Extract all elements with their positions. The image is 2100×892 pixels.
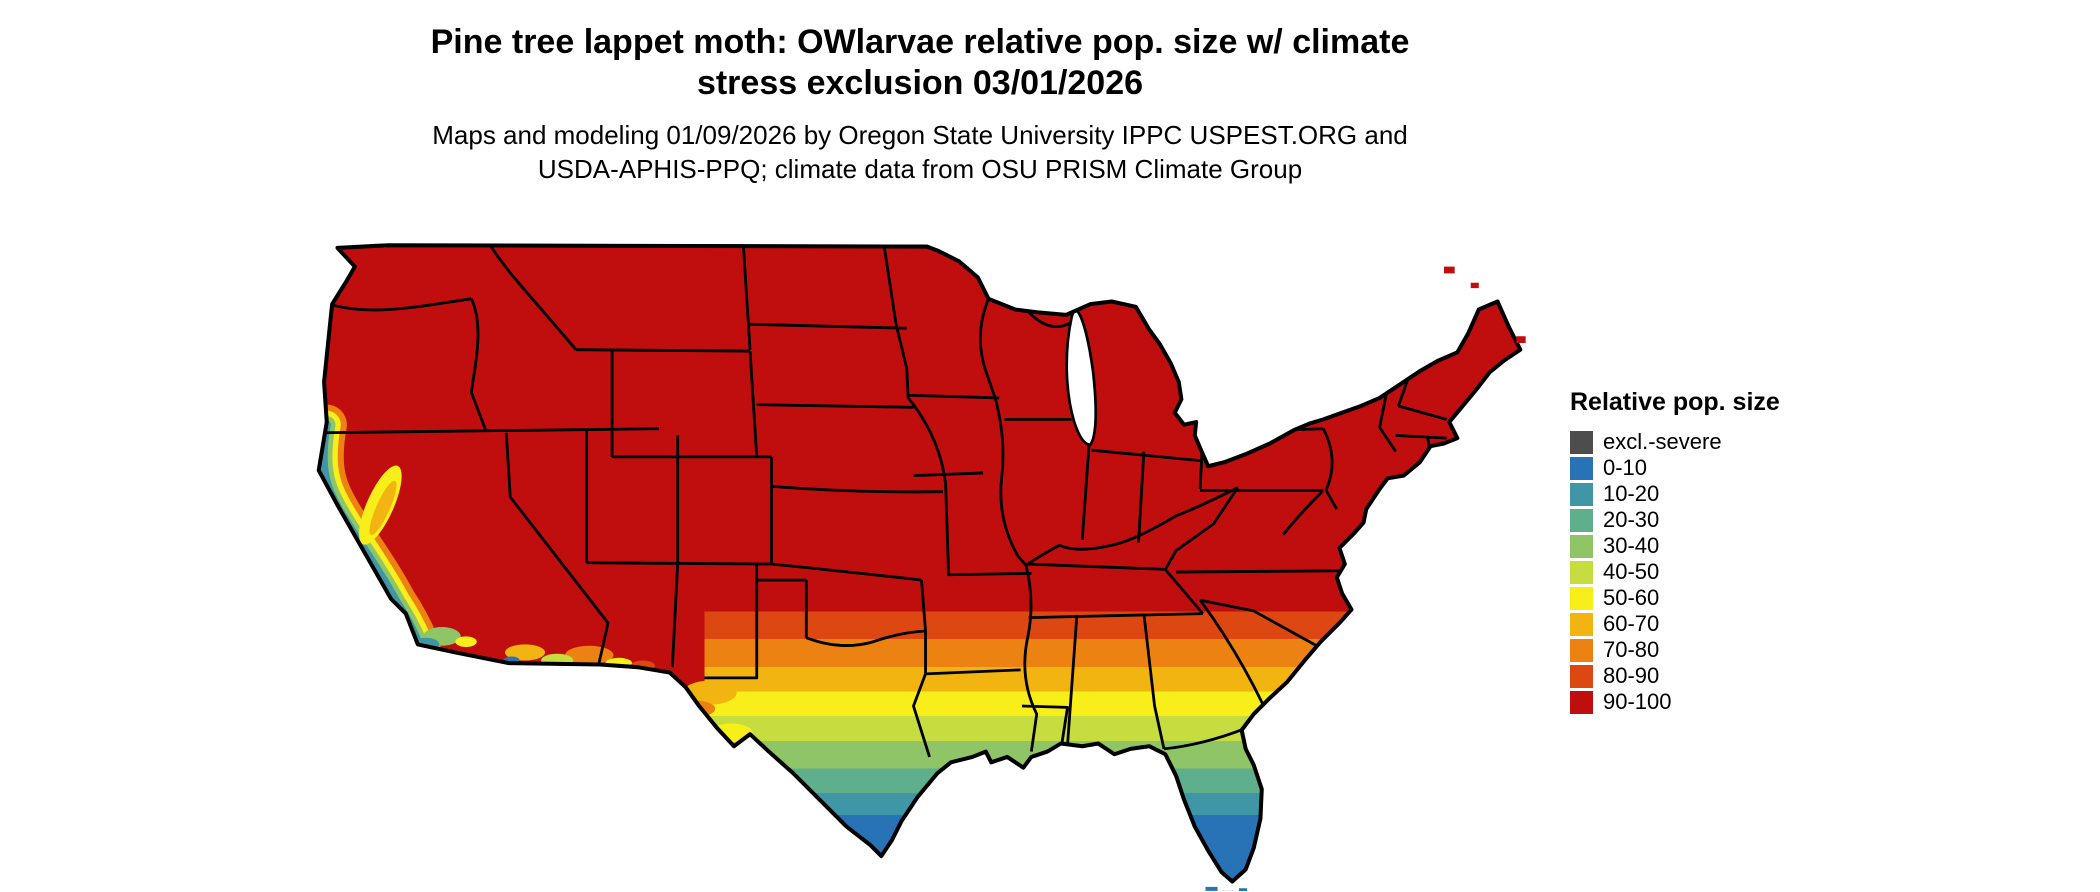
- legend-label: excl.-severe: [1603, 429, 1722, 454]
- map-subtitle-line2: USDA-APHIS-PPQ; climate data from OSU PR…: [537, 154, 1303, 184]
- legend-item: 0-10: [1570, 455, 1870, 481]
- legend-item: 80-90: [1570, 663, 1870, 689]
- legend-label: 30-40: [1603, 533, 1660, 558]
- legend-swatch: [1570, 586, 1593, 610]
- legend-title: Relative pop. size: [1570, 388, 1780, 416]
- legend-swatch: [1570, 612, 1593, 636]
- legend-item: 70-80: [1570, 637, 1870, 663]
- legend-label: 80-90: [1603, 663, 1660, 688]
- legend: Relative pop. size excl.-severe 0-10 10-20…: [1570, 388, 1870, 715]
- legend-label: 50-60: [1603, 585, 1660, 610]
- legend-swatch: [1570, 430, 1593, 454]
- legend-swatch: [1570, 508, 1593, 532]
- legend-swatch: [1570, 690, 1593, 714]
- legend-label: 20-30: [1603, 507, 1660, 532]
- legend-item: excl.-severe: [1570, 429, 1870, 455]
- legend-item: 50-60: [1570, 585, 1870, 611]
- legend-item: 30-40: [1570, 533, 1870, 559]
- legend-item: 40-50: [1570, 559, 1870, 585]
- legend-label: 40-50: [1603, 559, 1660, 584]
- legend-swatch: [1570, 560, 1593, 584]
- header: Pine tree lappet moth: OWlarvae relative…: [0, 22, 1840, 186]
- legend-swatch: [1570, 638, 1593, 662]
- florida-keys: [1205, 886, 1248, 891]
- legend-swatch: [1570, 664, 1593, 688]
- legend-items: excl.-severe 0-10 10-20 20-30 30-40 40-50 50-6…: [1570, 429, 1870, 715]
- legend-label: 0-10: [1603, 455, 1648, 480]
- lake-michigan: [1065, 309, 1098, 447]
- conus-map: [308, 221, 1527, 891]
- legend-swatch: [1570, 456, 1593, 480]
- legend-item: 90-100: [1570, 689, 1870, 715]
- map-subtitle-line1: Maps and modeling 01/09/2026 by Oregon S…: [432, 120, 1408, 150]
- map-subtitle: Maps and modeling 01/09/2026 by Oregon S…: [0, 118, 1840, 186]
- legend-label: 10-20: [1603, 481, 1660, 506]
- map-title-line2: stress exclusion 03/01/2026: [696, 64, 1144, 102]
- legend-label: 70-80: [1603, 637, 1660, 662]
- legend-swatch: [1570, 482, 1593, 506]
- map-title-line1: Pine tree lappet moth: OWlarvae relative…: [430, 23, 1410, 61]
- legend-swatch: [1570, 534, 1593, 558]
- state-borders: [321, 245, 1448, 758]
- legend-item: 10-20: [1570, 481, 1870, 507]
- map-title: Pine tree lappet moth: OWlarvae relative…: [0, 22, 1840, 104]
- legend-item: 60-70: [1570, 611, 1870, 637]
- conus-map-svg: [316, 243, 1526, 891]
- legend-label: 90-100: [1603, 689, 1672, 714]
- us-outline: [316, 243, 1523, 884]
- legend-item: 20-30: [1570, 507, 1870, 533]
- legend-label: 60-70: [1603, 611, 1660, 636]
